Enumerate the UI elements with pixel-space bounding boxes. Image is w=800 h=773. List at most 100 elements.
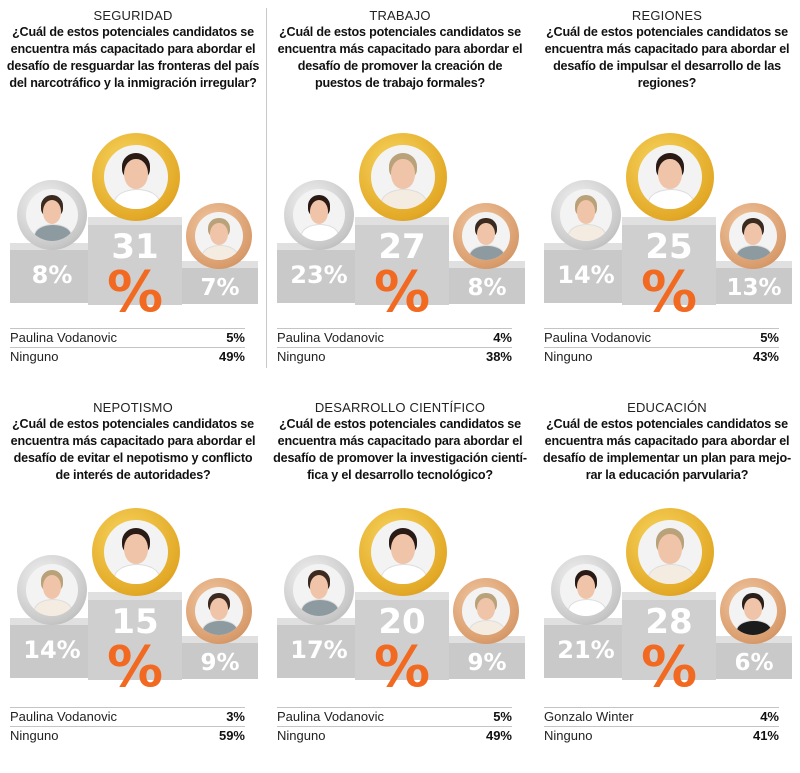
first-place-value: 28 xyxy=(645,602,693,642)
category-title: DESARROLLO CIENTÍFICO xyxy=(314,400,486,415)
other-answers: Gonzalo Winter 4% Ninguno 41% xyxy=(544,707,779,745)
table-row: Paulina Vodanovic 5% xyxy=(277,707,512,726)
bronze-medal-portrait xyxy=(186,578,252,644)
first-place-value: 31 xyxy=(111,227,159,267)
category-title: TRABAJO xyxy=(369,8,431,23)
other-answers: Paulina Vodanovic 4% Ninguno 38% xyxy=(277,328,512,366)
podium: 8% 7% 31 % xyxy=(0,125,266,335)
podium-second-block xyxy=(277,625,361,678)
row-label: Gonzalo Winter xyxy=(544,709,634,724)
bronze-medal-portrait xyxy=(720,203,786,269)
second-place-value: 8% xyxy=(31,261,73,289)
row-value: 49% xyxy=(218,349,245,364)
podium: 14% 9% 15 % xyxy=(0,500,266,710)
row-label: Paulina Vodanovic xyxy=(544,330,651,345)
row-value: 38% xyxy=(485,349,512,364)
bronze-medal-portrait xyxy=(186,203,252,269)
portrait-short-dark-woman xyxy=(104,520,168,584)
third-place-value: 8% xyxy=(467,275,507,301)
podium-second-block xyxy=(10,250,94,303)
row-label: Ninguno xyxy=(277,349,326,364)
podium-third-block xyxy=(716,643,792,679)
podium: 21% 6% 28 % xyxy=(534,500,800,710)
row-value: 41% xyxy=(752,728,779,743)
first-place-percent-sign: % xyxy=(640,260,698,325)
table-row: Paulina Vodanovic 5% xyxy=(10,328,245,347)
row-label: Paulina Vodanovic xyxy=(10,330,117,345)
portrait-blond-woman xyxy=(371,145,435,209)
panel-divider xyxy=(266,8,267,368)
podium-third-block xyxy=(449,268,525,304)
portrait-dark-curly-man xyxy=(729,212,777,260)
question-text: ¿Cuál de estos potenciales candidatos se… xyxy=(543,417,791,482)
podium-second-block xyxy=(544,625,628,678)
row-value: 4% xyxy=(760,709,779,724)
first-place-percent-sign: % xyxy=(373,635,431,700)
bronze-medal-portrait xyxy=(453,578,519,644)
category-title: REGIONES xyxy=(631,8,703,23)
portrait-long-dark-woman xyxy=(729,587,777,635)
first-place-value: 15 xyxy=(111,602,159,642)
second-place-value: 23% xyxy=(290,261,348,289)
survey-panel: EDUCACIÓN ¿Cuál de estos potenciales can… xyxy=(534,392,800,743)
portrait-dark-curly-man xyxy=(26,189,78,241)
first-place-percent-sign: % xyxy=(373,260,431,325)
table-row: Ninguno 49% xyxy=(10,347,245,366)
row-value: 5% xyxy=(760,330,779,345)
other-answers: Paulina Vodanovic 5% Ninguno 49% xyxy=(10,328,245,366)
second-place-value: 17% xyxy=(290,636,348,664)
question-text: ¿Cuál de estos potenciales candidatos se… xyxy=(544,25,790,90)
row-label: Paulina Vodanovic xyxy=(10,709,117,724)
gold-medal-portrait xyxy=(92,508,180,596)
portrait-dark-curly-man xyxy=(462,212,510,260)
table-row: Gonzalo Winter 4% xyxy=(544,707,779,726)
row-label: Paulina Vodanovic xyxy=(277,709,384,724)
podium-third-block xyxy=(182,268,258,304)
row-label: Ninguno xyxy=(277,728,326,743)
portrait-blond-woman xyxy=(26,564,78,616)
second-place-value: 14% xyxy=(23,636,81,664)
podium-first-block xyxy=(88,225,182,305)
podium-first-top xyxy=(355,592,449,601)
row-label: Ninguno xyxy=(10,728,59,743)
second-place-value: 21% xyxy=(557,636,615,664)
portrait-short-dark-woman xyxy=(293,189,345,241)
question-text: ¿Cuál de estos potenciales candidatos se… xyxy=(6,25,260,90)
row-label: Ninguno xyxy=(10,349,59,364)
podium-first-block xyxy=(88,600,182,680)
survey-panel: TRABAJO ¿Cuál de estos potenciales candi… xyxy=(267,0,533,364)
third-place-value: 9% xyxy=(200,650,240,676)
first-place-value: 25 xyxy=(645,227,693,267)
survey-panel: DESARROLLO CIENTÍFICO ¿Cuál de estos pot… xyxy=(267,392,533,743)
row-value: 5% xyxy=(226,330,245,345)
table-row: Ninguno 38% xyxy=(277,347,512,366)
podium: 17% 9% 20 % xyxy=(267,500,533,710)
first-place-value: 27 xyxy=(378,227,426,267)
table-row: Ninguno 49% xyxy=(277,726,512,745)
other-answers: Paulina Vodanovic 5% Ninguno 49% xyxy=(277,707,512,745)
row-label: Ninguno xyxy=(544,728,593,743)
table-row: Ninguno 59% xyxy=(10,726,245,745)
podium: 23% 8% 27 % xyxy=(267,125,533,335)
podium-first-top xyxy=(355,217,449,226)
row-value: 49% xyxy=(485,728,512,743)
podium-first-top xyxy=(88,592,182,601)
survey-panel: SEGURIDAD ¿Cuál de estos potenciales can… xyxy=(0,0,266,364)
third-place-value: 9% xyxy=(467,650,507,676)
podium-second-block xyxy=(277,250,361,303)
gold-medal-portrait xyxy=(626,133,714,221)
podium-first-top xyxy=(622,592,716,601)
question-text: ¿Cuál de estos potenciales candidatos se… xyxy=(10,417,256,482)
table-row: Paulina Vodanovic 4% xyxy=(277,328,512,347)
gold-medal-portrait xyxy=(626,508,714,596)
portrait-short-dark-woman xyxy=(560,564,612,616)
row-value: 5% xyxy=(493,709,512,724)
podium-first-block xyxy=(622,600,716,680)
portrait-short-dark-woman xyxy=(104,145,168,209)
third-place-value: 13% xyxy=(726,275,782,301)
silver-medal-portrait xyxy=(284,555,354,625)
gold-medal-portrait xyxy=(92,133,180,221)
portrait-dark-curly-man xyxy=(195,587,243,635)
category-title: EDUCACIÓN xyxy=(627,400,707,415)
row-label: Paulina Vodanovic xyxy=(277,330,384,345)
